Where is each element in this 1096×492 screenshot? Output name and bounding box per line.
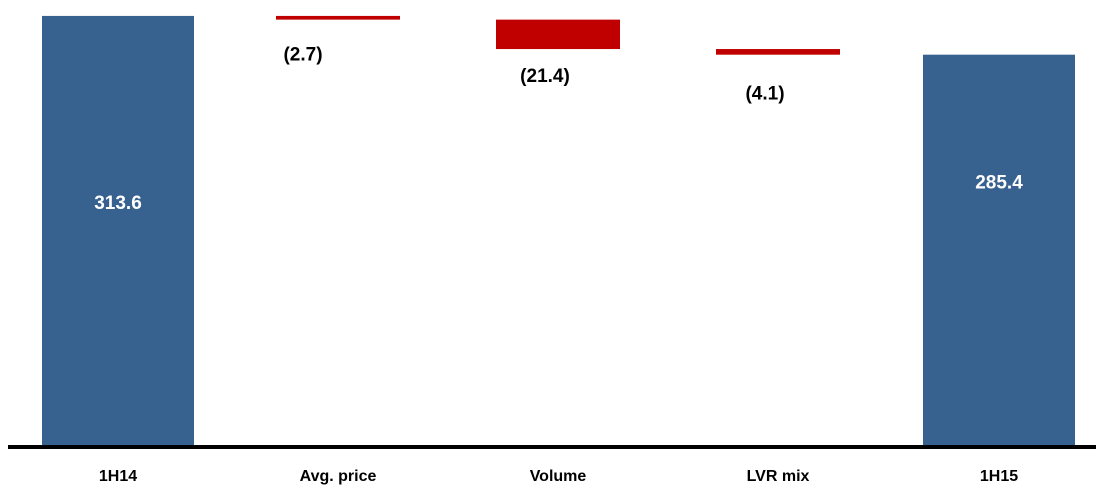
bar-1h14 <box>42 15 194 448</box>
bars-group <box>42 15 1075 448</box>
category-label-lvr-mix: LVR mix <box>747 468 810 485</box>
bar-lvr-mix <box>716 49 840 55</box>
category-label-volume: Volume <box>530 468 587 485</box>
bar-avg-price <box>276 15 400 20</box>
category-label-avg-price: Avg. price <box>300 468 377 485</box>
bar-1h15 <box>923 54 1075 447</box>
category-labels-group: 1H14 Avg. price Volume LVR mix 1H15 <box>99 468 1018 485</box>
bar-volume <box>496 19 620 50</box>
value-label-1h14: 313.6 <box>94 193 142 214</box>
value-labels-group: 313.6 (2.7) (21.4) (4.1) 285.4 <box>94 45 1023 214</box>
value-label-lvr-mix: (4.1) <box>745 84 784 105</box>
value-label-avg-price: (2.7) <box>283 45 322 66</box>
category-label-1h14: 1H14 <box>99 468 137 485</box>
value-label-volume: (21.4) <box>520 66 570 87</box>
value-label-1h15: 285.4 <box>975 173 1023 194</box>
category-label-1h15: 1H15 <box>980 468 1018 485</box>
